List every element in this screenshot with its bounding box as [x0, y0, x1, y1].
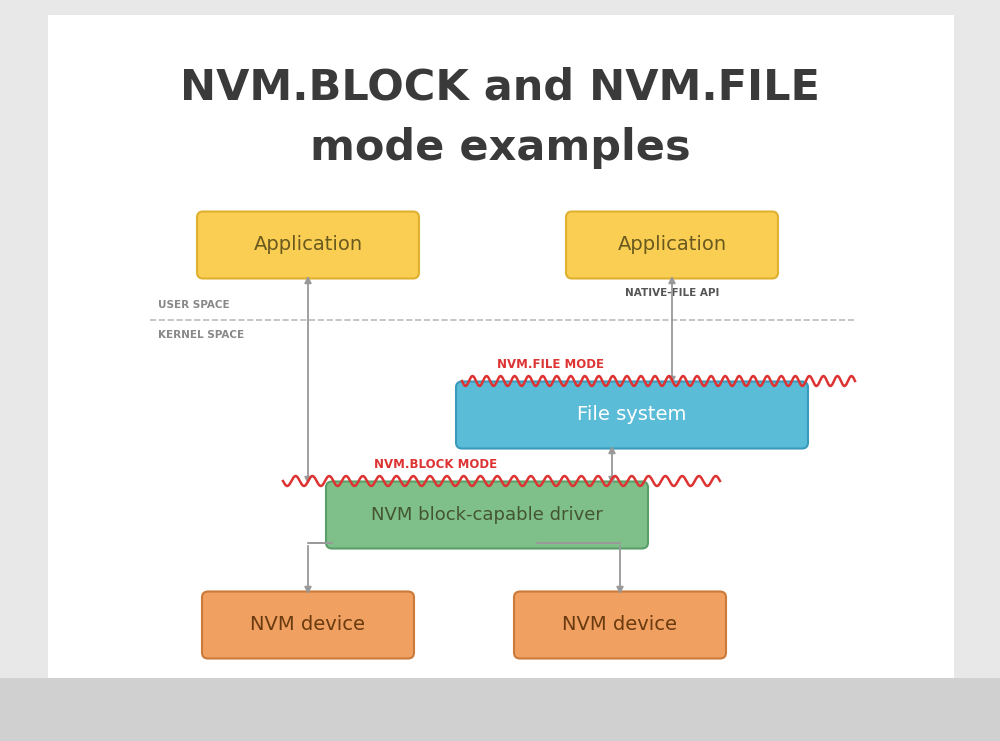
Text: TechTarget: TechTarget	[875, 701, 961, 714]
Text: ©2020 TECHTARGET. ALL RIGHTS RESERVED: ©2020 TECHTARGET. ALL RIGHTS RESERVED	[600, 705, 763, 711]
FancyBboxPatch shape	[202, 591, 414, 659]
Text: Application: Application	[253, 236, 363, 254]
Text: NVM.BLOCK and NVM.FILE: NVM.BLOCK and NVM.FILE	[180, 67, 820, 109]
Text: NVM.BLOCK MODE: NVM.BLOCK MODE	[374, 459, 497, 471]
FancyBboxPatch shape	[197, 211, 419, 279]
Text: USER SPACE: USER SPACE	[158, 300, 230, 310]
Text: Application: Application	[617, 236, 727, 254]
Text: KERNEL SPACE: KERNEL SPACE	[158, 330, 244, 340]
Text: SOURCE: STORAGE NETWORKING INDUSTRY ASSOCIATION (SNIA): SOURCE: STORAGE NETWORKING INDUSTRY ASSO…	[48, 705, 285, 711]
FancyBboxPatch shape	[566, 211, 778, 279]
FancyBboxPatch shape	[456, 382, 808, 448]
Text: NATIVE-FILE API: NATIVE-FILE API	[625, 288, 719, 298]
FancyBboxPatch shape	[514, 591, 726, 659]
Text: NVM device: NVM device	[250, 616, 366, 634]
Text: NVM block-capable driver: NVM block-capable driver	[371, 506, 603, 524]
FancyBboxPatch shape	[326, 482, 648, 548]
Text: NVM device: NVM device	[562, 616, 678, 634]
Text: NVM.FILE MODE: NVM.FILE MODE	[497, 359, 604, 371]
Text: mode examples: mode examples	[310, 127, 690, 169]
Text: File system: File system	[577, 405, 687, 425]
